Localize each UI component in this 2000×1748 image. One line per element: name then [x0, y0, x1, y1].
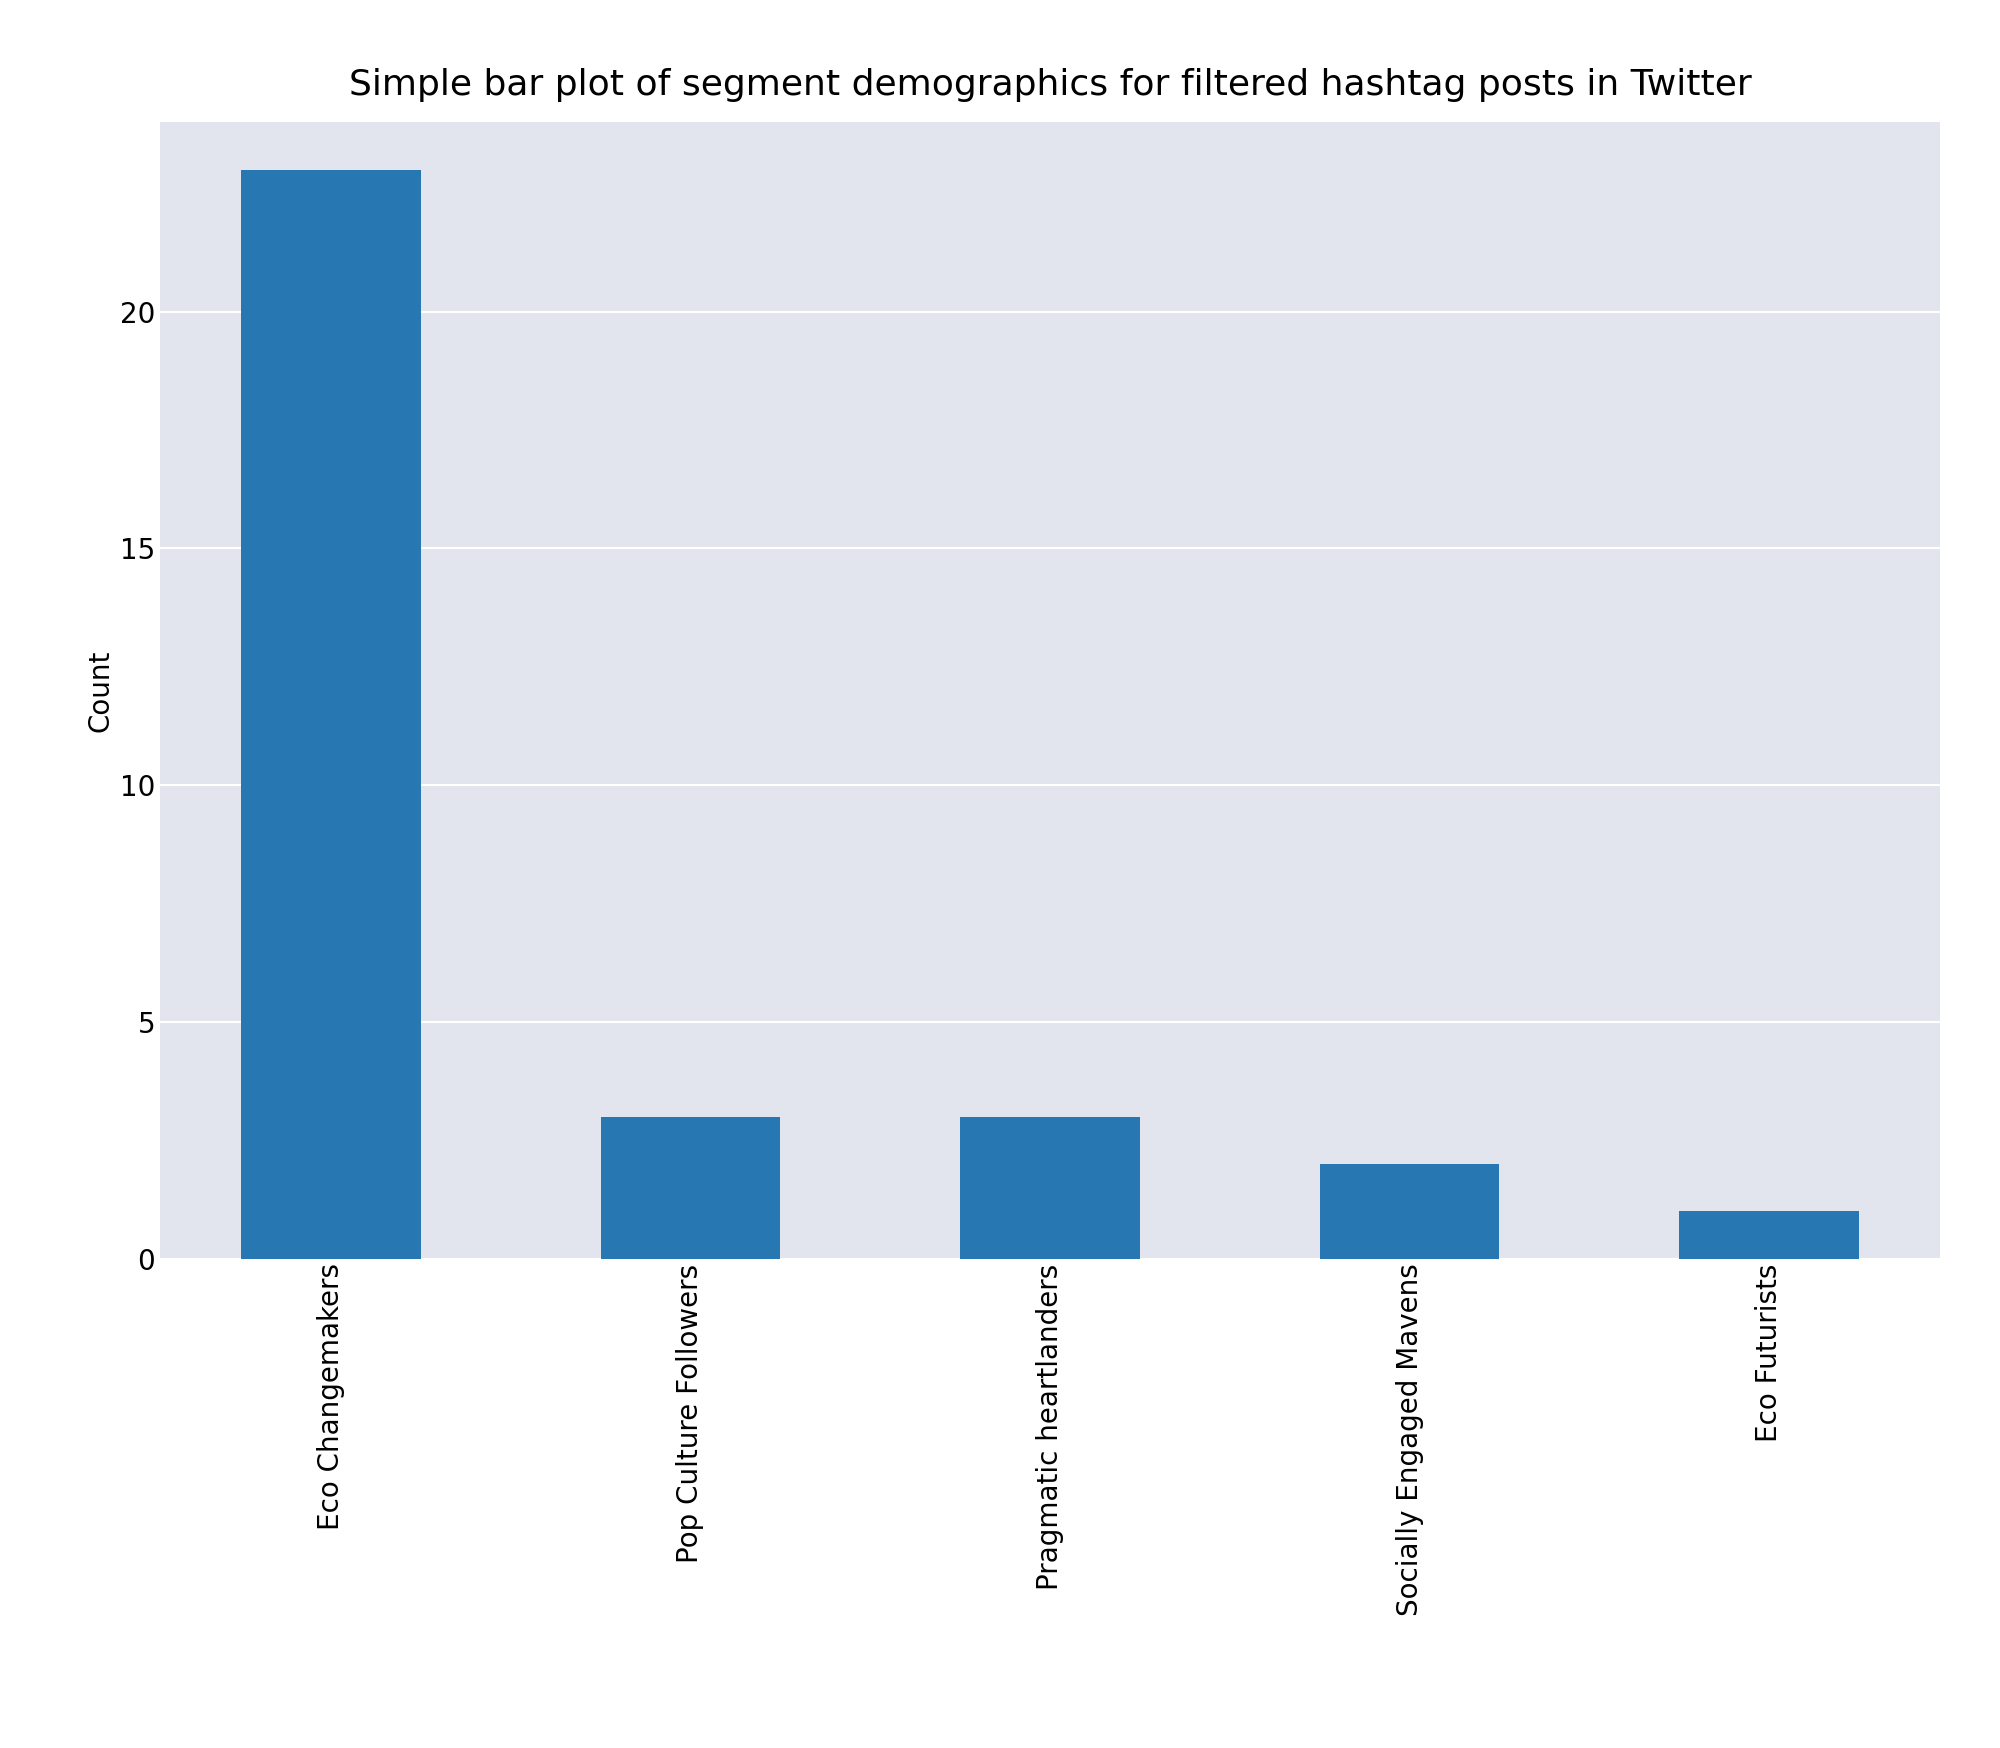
Title: Simple bar plot of segment demographics for filtered hashtag posts in Twitter: Simple bar plot of segment demographics …	[348, 68, 1752, 101]
Y-axis label: Count: Count	[86, 649, 114, 732]
Bar	[960, 1117, 1140, 1259]
Bar	[1320, 1164, 1500, 1259]
Bar	[240, 170, 420, 1259]
Bar	[1680, 1211, 1860, 1259]
Bar	[600, 1117, 780, 1259]
